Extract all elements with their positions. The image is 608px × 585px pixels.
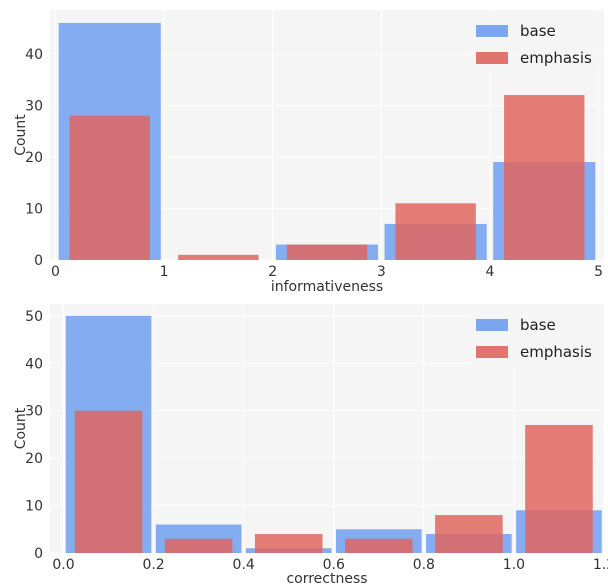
bar-emphasis	[504, 95, 585, 260]
legend-label-emphasis: emphasis	[520, 343, 592, 361]
y-tick-label: 30	[25, 98, 43, 114]
legend-swatch-emphasis	[476, 346, 508, 358]
bar-emphasis	[345, 538, 413, 553]
chart-panel-2: 0.0 0.2 0.4 0.6 0.8 1.0 1.2 0 10 20 30 40 50 correctn…	[13, 304, 608, 585]
y-tick-label: 0	[34, 546, 43, 562]
x-tick-label: 1	[160, 264, 169, 280]
x-tick-label: 0	[51, 264, 60, 280]
chart-panel-1: 0 1 2 3 4 5 0 10 20 30 40 informativeness Count base e…	[13, 10, 604, 295]
x-tick-label: 4	[485, 264, 494, 280]
x-tick-label: 2	[268, 264, 277, 280]
bar-emphasis	[435, 515, 503, 553]
x-tick-label: 1.2	[593, 557, 608, 573]
legend-swatch-base	[476, 25, 508, 37]
y-axis-label: Count	[13, 407, 29, 449]
bar-emphasis	[74, 410, 143, 553]
x-tick-label: 0.8	[413, 557, 435, 573]
y-tick-label: 20	[25, 150, 43, 166]
x-axis-label: correctness	[286, 571, 367, 585]
legend: base emphasis	[470, 14, 600, 72]
y-tick-label: 30	[25, 404, 43, 420]
y-tick-label: 10	[25, 499, 43, 515]
x-tick-label: 0.0	[52, 557, 74, 573]
legend-swatch-base	[476, 319, 508, 331]
x-tick-label: 0.6	[323, 557, 345, 573]
y-tick-label: 40	[25, 356, 43, 372]
legend-label-emphasis: emphasis	[520, 49, 592, 67]
bar-emphasis	[178, 254, 259, 260]
bar-emphasis	[395, 203, 476, 260]
x-tick-label: 1.0	[503, 557, 525, 573]
y-tick-label: 40	[25, 47, 43, 63]
y-tick-label: 0	[34, 253, 43, 269]
legend-label-base: base	[520, 316, 556, 334]
y-axis-label: Count	[13, 114, 29, 156]
x-tick-label: 3	[377, 264, 386, 280]
y-tick-label: 20	[25, 451, 43, 467]
x-tick-label: 0.2	[142, 557, 164, 573]
legend-label-base: base	[520, 22, 556, 40]
x-axis-label: informativeness	[271, 279, 383, 295]
x-tick-label: 5	[594, 264, 603, 280]
bar-emphasis	[69, 115, 150, 260]
y-tick-label: 50	[25, 309, 43, 325]
y-tick-label: 10	[25, 201, 43, 217]
legend: base emphasis	[470, 308, 600, 366]
bar-emphasis	[254, 534, 323, 553]
bar-emphasis	[164, 538, 233, 553]
bar-emphasis	[525, 424, 593, 553]
legend-swatch-emphasis	[476, 52, 508, 64]
bar-emphasis	[286, 244, 368, 260]
x-tick-label: 0.4	[233, 557, 255, 573]
